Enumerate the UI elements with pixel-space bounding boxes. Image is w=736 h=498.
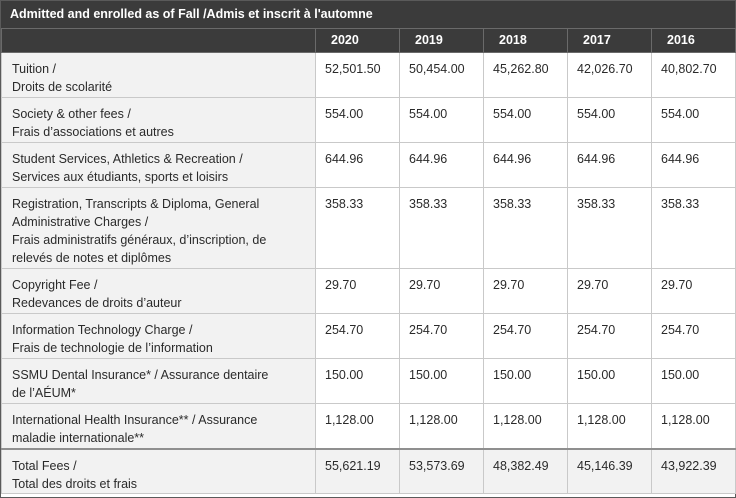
row-label: SSMU Dental Insurance* / Assurance denta…: [1, 358, 316, 404]
value-cell: 254.70: [315, 313, 400, 359]
value-cell: 358.33: [315, 187, 400, 269]
value-cell: 150.00: [399, 358, 484, 404]
value-cell: 29.70: [399, 268, 484, 314]
year-header: 2016: [651, 28, 736, 53]
fees-table: 2020 2019 2018 2017 2016 Tuition / Droit…: [1, 28, 736, 494]
row-label-line: maladie internationale**: [12, 431, 145, 445]
value-cell: 554.00: [483, 97, 568, 143]
total-value-cell: 48,382.49: [483, 447, 568, 494]
total-value-cell: 43,922.39: [651, 447, 736, 494]
year-header: 2019: [399, 28, 484, 53]
value-cell: 29.70: [651, 268, 736, 314]
row-label-line: Frais d’associations et autres: [12, 125, 174, 139]
year-header: 2018: [483, 28, 568, 53]
value-cell: 554.00: [399, 97, 484, 143]
row-label-line: Frais de technologie de l’information: [12, 341, 213, 355]
value-cell: 254.70: [399, 313, 484, 359]
table-row: Tuition / Droits de scolarité 52,501.50 …: [1, 52, 736, 98]
value-cell: 358.33: [399, 187, 484, 269]
value-cell: 1,128.00: [399, 403, 484, 449]
row-label-line: International Health Insurance** / Assur…: [12, 413, 258, 427]
row-label-line: SSMU Dental Insurance* / Assurance denta…: [12, 368, 269, 382]
value-cell: 1,128.00: [483, 403, 568, 449]
row-label: Registration, Transcripts & Diploma, Gen…: [1, 187, 316, 269]
total-value-cell: 45,146.39: [567, 447, 652, 494]
value-cell: 42,026.70: [567, 52, 652, 98]
value-cell: 644.96: [651, 142, 736, 188]
value-cell: 1,128.00: [567, 403, 652, 449]
header-blank-cell: [1, 28, 316, 53]
header-row: 2020 2019 2018 2017 2016: [1, 28, 736, 53]
year-header: 2020: [315, 28, 400, 53]
table-row: SSMU Dental Insurance* / Assurance denta…: [1, 358, 736, 404]
value-cell: 358.33: [651, 187, 736, 269]
row-label-line: de l’AÉUM*: [12, 386, 76, 400]
value-cell: 644.96: [483, 142, 568, 188]
value-cell: 29.70: [483, 268, 568, 314]
value-cell: 644.96: [567, 142, 652, 188]
row-label-line: Services aux étudiants, sports et loisir…: [12, 170, 229, 184]
table-row: Information Technology Charge / Frais de…: [1, 313, 736, 359]
total-value-cell: 55,621.19: [315, 447, 400, 494]
value-cell: 254.70: [567, 313, 652, 359]
value-cell: 40,802.70: [651, 52, 736, 98]
total-label-line: Total Fees /: [12, 458, 77, 473]
value-cell: 554.00: [315, 97, 400, 143]
row-label-line: Copyright Fee /: [12, 278, 98, 292]
row-label-line: Registration, Transcripts & Diploma, Gen…: [12, 197, 260, 211]
row-label-line: relevés de notes et diplômes: [12, 251, 172, 265]
value-cell: 150.00: [567, 358, 652, 404]
value-cell: 644.96: [315, 142, 400, 188]
table-title: Admitted and enrolled as of Fall /Admis …: [1, 1, 735, 28]
value-cell: 150.00: [651, 358, 736, 404]
row-label-line: Tuition /: [12, 62, 57, 76]
value-cell: 52,501.50: [315, 52, 400, 98]
row-label-line: Administrative Charges /: [12, 215, 149, 229]
value-cell: 1,128.00: [651, 403, 736, 449]
value-cell: 29.70: [567, 268, 652, 314]
table-row: Copyright Fee / Redevances de droits d’a…: [1, 268, 736, 314]
total-label-line: Total des droits et frais: [12, 476, 138, 491]
row-label-line: Redevances de droits d’auteur: [12, 296, 182, 310]
row-label: Tuition / Droits de scolarité: [1, 52, 316, 98]
value-cell: 644.96: [399, 142, 484, 188]
row-label-line: Student Services, Athletics & Recreation…: [12, 152, 243, 166]
value-cell: 150.00: [483, 358, 568, 404]
value-cell: 358.33: [483, 187, 568, 269]
total-label: Total Fees / Total des droits et frais: [1, 447, 316, 494]
value-cell: 358.33: [567, 187, 652, 269]
value-cell: 1,128.00: [315, 403, 400, 449]
value-cell: 254.70: [651, 313, 736, 359]
value-cell: 45,262.80: [483, 52, 568, 98]
row-label: Copyright Fee / Redevances de droits d’a…: [1, 268, 316, 314]
value-cell: 554.00: [567, 97, 652, 143]
table-row: Registration, Transcripts & Diploma, Gen…: [1, 187, 736, 269]
value-cell: 29.70: [315, 268, 400, 314]
row-label-line: Information Technology Charge /: [12, 323, 193, 337]
row-label-line: Frais administratifs généraux, d’inscrip…: [12, 233, 267, 247]
total-row: Total Fees / Total des droits et frais 5…: [1, 447, 736, 494]
row-label-line: Society & other fees /: [12, 107, 131, 121]
row-label: Information Technology Charge / Frais de…: [1, 313, 316, 359]
value-cell: 50,454.00: [399, 52, 484, 98]
row-label: Student Services, Athletics & Recreation…: [1, 142, 316, 188]
row-label-line: Droits de scolarité: [12, 80, 113, 94]
value-cell: 254.70: [483, 313, 568, 359]
table-row: Student Services, Athletics & Recreation…: [1, 142, 736, 188]
value-cell: 150.00: [315, 358, 400, 404]
table-row: Society & other fees / Frais d’associati…: [1, 97, 736, 143]
year-header: 2017: [567, 28, 652, 53]
total-value-cell: 53,573.69: [399, 447, 484, 494]
row-label: Society & other fees / Frais d’associati…: [1, 97, 316, 143]
table-row: International Health Insurance** / Assur…: [1, 403, 736, 449]
row-label: International Health Insurance** / Assur…: [1, 403, 316, 449]
value-cell: 554.00: [651, 97, 736, 143]
